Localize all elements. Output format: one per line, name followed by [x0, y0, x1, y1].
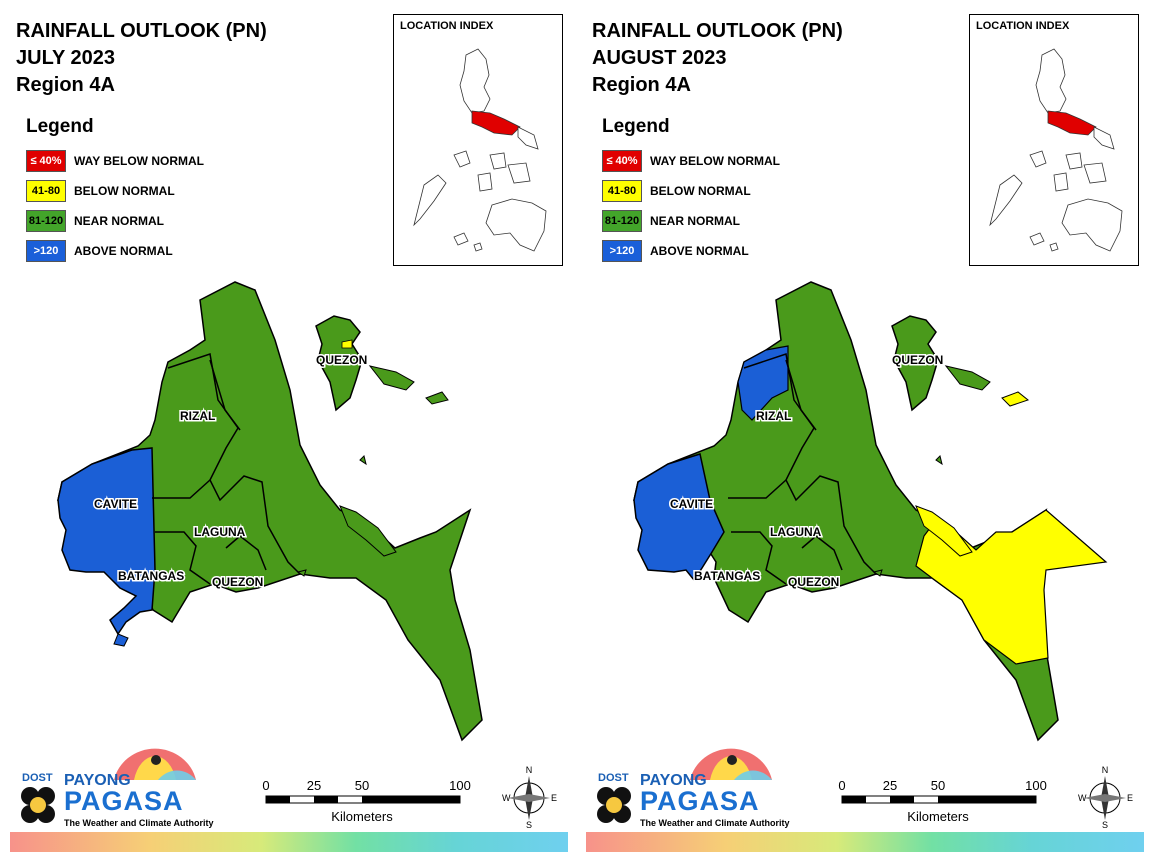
legend-label: BELOW NORMAL	[650, 184, 751, 198]
color-strip	[586, 832, 1144, 852]
legend-item-above: >120 ABOVE NORMAL	[602, 238, 749, 264]
western-above-normal	[57, 447, 156, 636]
region-4a-map: QUEZON RIZAL CAVITE LAGUNA BATANGAS QUEZ…	[57, 281, 483, 742]
legend-item-below: 41-80 BELOW NORMAL	[26, 178, 175, 204]
compass-e: E	[1127, 793, 1133, 803]
scale-tick: 100	[449, 778, 471, 793]
tagline: The Weather and Climate Authority	[640, 818, 790, 828]
panel-august: RAINFALL OUTLOOK (PN) AUGUST 2023 Region…	[576, 0, 1152, 864]
legend-item-way-below: ≤ 40% WAY BELOW NORMAL	[26, 148, 204, 174]
legend-swatch: 41-80	[602, 180, 642, 202]
map-title: RAINFALL OUTLOOK (PN) JULY 2023 Region 4…	[16, 18, 267, 99]
philippines-locator-map	[989, 48, 1123, 252]
legend-swatch: 81-120	[602, 210, 642, 232]
north-arrow-icon: N S W E	[1074, 764, 1136, 830]
sun-cloud-icon	[597, 787, 631, 823]
payong-text: PAYONG	[640, 772, 707, 789]
compass-n: N	[526, 765, 533, 775]
legend-swatch: ≤ 40%	[26, 150, 66, 172]
legend-item-near: 81-120 NEAR NORMAL	[26, 208, 164, 234]
label-rizal: RIZAL	[756, 409, 791, 423]
compass-s: S	[1102, 820, 1108, 830]
legend-label: WAY BELOW NORMAL	[74, 154, 205, 168]
legend-item-near: 81-120 NEAR NORMAL	[602, 208, 740, 234]
compass-e: E	[551, 793, 557, 803]
north-arrow-icon: N S W E	[498, 764, 560, 830]
inset-title: LOCATION INDEX	[400, 20, 494, 32]
title-line-2: AUGUST 2023	[592, 47, 727, 69]
pagasa-text: PAGASA	[64, 786, 184, 816]
umbrella-icon	[690, 748, 772, 780]
legend-swatch: >120	[26, 240, 66, 262]
legend-item-below: 41-80 BELOW NORMAL	[602, 178, 751, 204]
title-line-1: RAINFALL OUTLOOK (PN)	[592, 20, 843, 42]
compass-w: W	[502, 793, 511, 803]
map-title: RAINFALL OUTLOOK (PN) AUGUST 2023 Region…	[592, 18, 843, 99]
scale-bar: 0 25 50 100 Kilometers	[838, 776, 1058, 826]
location-index-inset: LOCATION INDEX	[969, 14, 1139, 266]
pagasa-logo: DOST PAYONG PAGASA The Weather and Clima…	[592, 740, 792, 830]
dost-text: DOST	[22, 772, 53, 784]
scale-tick: 100	[1025, 778, 1047, 793]
legend-label: ABOVE NORMAL	[74, 244, 173, 258]
scale-tick: 0	[262, 778, 269, 793]
legend-label: NEAR NORMAL	[650, 214, 740, 228]
pagasa-text: PAGASA	[640, 786, 760, 816]
label-batangas: BATANGAS	[118, 569, 184, 583]
label-batangas: BATANGAS	[694, 569, 760, 583]
philippines-locator-map	[413, 48, 547, 252]
legend-label: ABOVE NORMAL	[650, 244, 749, 258]
scale-tick: 0	[838, 778, 845, 793]
polillo-island	[315, 315, 363, 412]
legend-label: NEAR NORMAL	[74, 214, 164, 228]
legend-title: Legend	[26, 116, 94, 137]
location-index-inset: LOCATION INDEX	[393, 14, 563, 266]
legend-label: WAY BELOW NORMAL	[650, 154, 781, 168]
western-above-normal	[633, 453, 725, 582]
scale-tick: 50	[355, 778, 369, 793]
payong-text: PAYONG	[64, 772, 131, 789]
label-quezon-south: QUEZON	[788, 575, 839, 589]
legend-swatch: 41-80	[26, 180, 66, 202]
label-cavite: CAVITE	[670, 497, 713, 511]
region-4a-map: QUEZON RIZAL CAVITE LAGUNA BATANGAS QUEZ…	[633, 281, 1108, 742]
legend-swatch: ≤ 40%	[602, 150, 642, 172]
dost-text: DOST	[598, 772, 629, 784]
title-line-3: Region 4A	[16, 74, 115, 96]
legend-swatch: >120	[602, 240, 642, 262]
scale-unit: Kilometers	[331, 809, 393, 824]
label-quezon-south: QUEZON	[212, 575, 263, 589]
sun-cloud-icon	[21, 787, 55, 823]
inset-title: LOCATION INDEX	[976, 20, 1070, 32]
label-rizal: RIZAL	[180, 409, 215, 423]
umbrella-icon	[114, 748, 196, 780]
panel-july: RAINFALL OUTLOOK (PN) JULY 2023 Region 4…	[10, 14, 568, 852]
color-strip	[10, 832, 568, 852]
label-quezon-north: QUEZON	[892, 353, 943, 367]
tagline: The Weather and Climate Authority	[64, 818, 214, 828]
scale-tick: 25	[307, 778, 321, 793]
compass-w: W	[1078, 793, 1087, 803]
legend-title: Legend	[602, 116, 670, 137]
legend-item-way-below: ≤ 40% WAY BELOW NORMAL	[602, 148, 780, 174]
label-quezon-north: QUEZON	[316, 353, 367, 367]
scale-tick: 25	[883, 778, 897, 793]
compass-n: N	[1102, 765, 1109, 775]
label-laguna: LAGUNA	[770, 525, 822, 539]
scale-bar: 0 25 50 100 Kilometers	[262, 776, 482, 826]
rizal-above-normal	[737, 345, 789, 421]
compass-s: S	[526, 820, 532, 830]
legend-item-above: >120 ABOVE NORMAL	[26, 238, 173, 264]
title-line-1: RAINFALL OUTLOOK (PN)	[16, 20, 267, 42]
label-laguna: LAGUNA	[194, 525, 246, 539]
pagasa-logo: DOST PAYONG PAGASA The Weather and Clima…	[16, 740, 216, 830]
scale-unit: Kilometers	[907, 809, 969, 824]
label-cavite: CAVITE	[94, 497, 137, 511]
scale-tick: 50	[931, 778, 945, 793]
legend-swatch: 81-120	[26, 210, 66, 232]
title-line-2: JULY 2023	[16, 47, 115, 69]
polillo-island	[891, 315, 939, 412]
title-line-3: Region 4A	[592, 74, 691, 96]
legend-label: BELOW NORMAL	[74, 184, 175, 198]
